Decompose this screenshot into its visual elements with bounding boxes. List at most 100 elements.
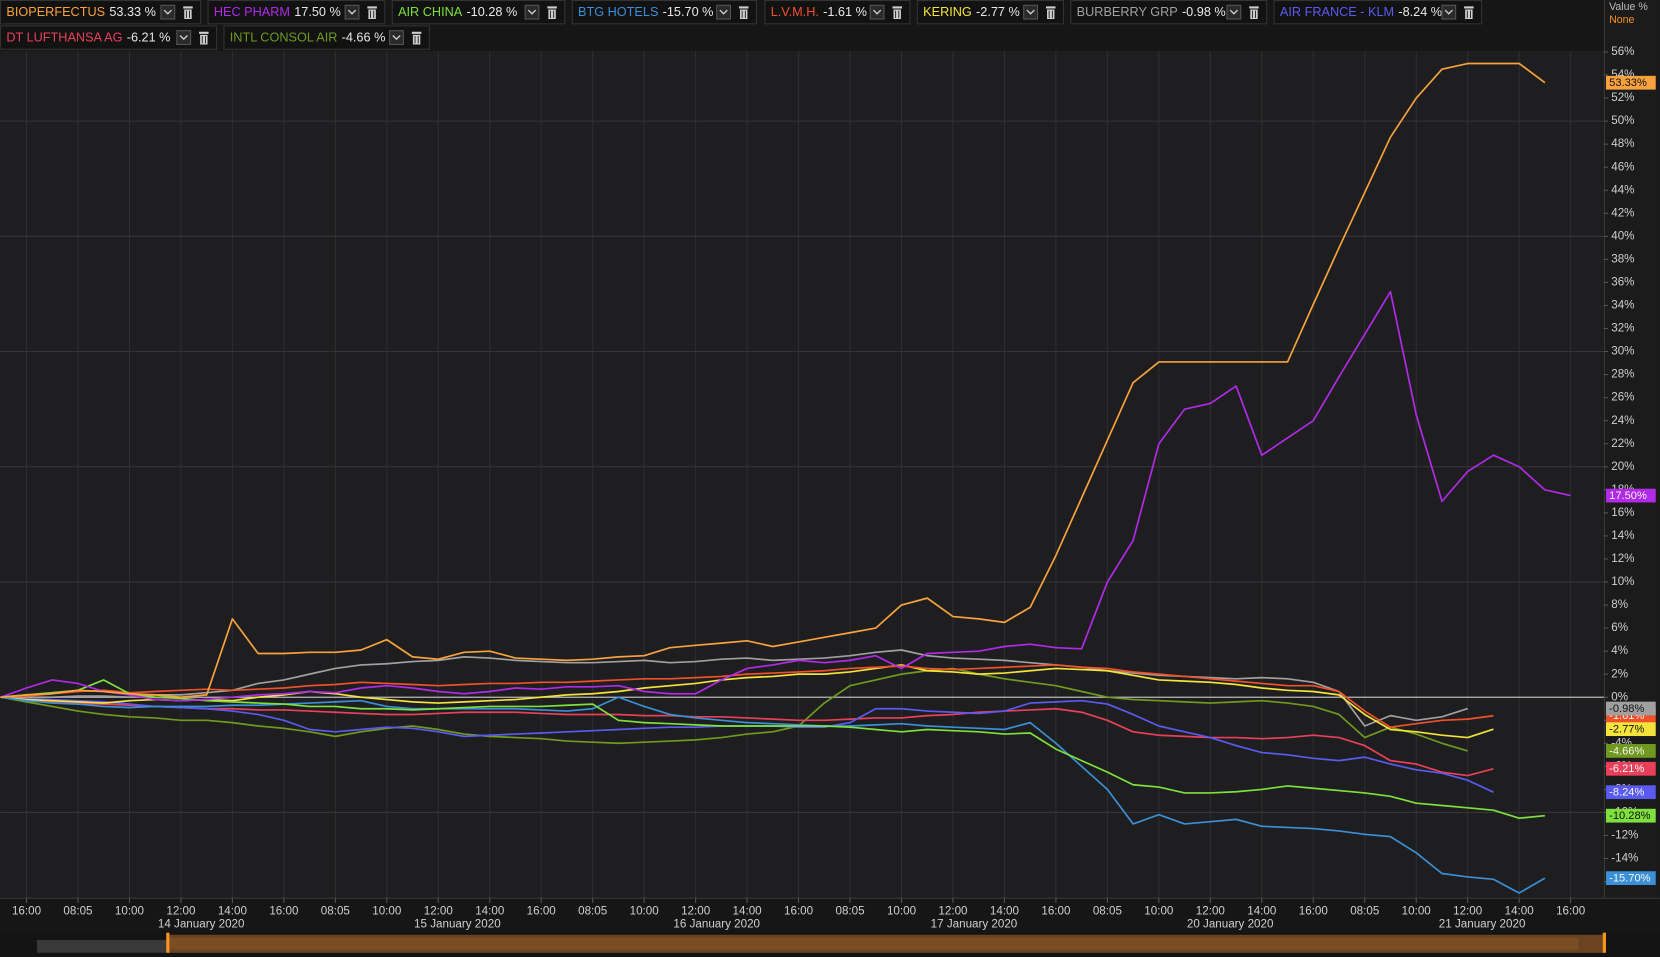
legend: BIOPERFECTUS 53.33 % HEC PHARM 17.50 % AIR C… [0,0,1483,50]
delete-icon[interactable] [1249,6,1259,20]
delete-icon-lines [1466,10,1471,18]
dropdown-button[interactable] [524,4,540,20]
scrollbar-thumb-inner [167,937,1579,950]
dropdown-button[interactable] [1441,4,1457,20]
series-line [0,290,1571,702]
x-tick-label: 10:00 [887,905,917,918]
delete-icon[interactable] [1464,6,1474,20]
series-line [0,62,1546,699]
delete-icon[interactable] [367,6,377,20]
legend-value: -10.28 % [466,5,517,19]
y-tick-label: 10% [1611,575,1634,588]
x-tick-label: 08:05 [1350,905,1379,918]
dropdown-button[interactable] [716,4,732,20]
delete-icon-lines [550,10,555,18]
x-tick-label: 16:00 [1299,905,1329,918]
y-tick-label: 0% [1611,690,1628,703]
y-tick-label: 32% [1611,322,1634,335]
x-tick-label: 16:00 [269,905,299,918]
dropdown-button[interactable] [869,4,885,20]
legend-name: KERING [923,5,972,19]
legend-name: AIR FRANCE - KLM [1280,5,1394,19]
legend-item[interactable]: BIOPERFECTUS 53.33 % [0,0,202,25]
legend-value: -4.66 % [342,30,386,44]
x-tick-label: 16:00 [1556,905,1586,918]
date-label: 16 January 2020 [673,917,760,930]
legend-value: -6.21 % [127,30,171,44]
dropdown-chevron [347,9,357,15]
delete-icon[interactable] [547,6,557,20]
y-tick-label: 46% [1611,160,1634,173]
x-tick-label: 10:00 [1402,905,1432,918]
legend-value: -1.61 % [823,5,867,19]
dropdown-button[interactable] [1226,4,1242,20]
legend-item[interactable]: INTL CONSOL AIR -4.66 % [223,25,430,50]
delete-icon[interactable] [199,31,209,45]
scrollbar-handle[interactable] [1602,932,1606,953]
legend-value: 53.33 % [109,5,156,19]
end-label-box [1605,75,1656,90]
x-tick-label: 10:00 [372,905,402,918]
x-tick-label: 16:00 [12,905,42,918]
end-label-box [1605,785,1656,800]
series-line [0,667,1468,752]
legend-item[interactable]: BURBERRY GRP -0.98 % [1070,0,1268,25]
y-tick-label: 2% [1611,667,1628,680]
y-tick-label: 42% [1611,206,1634,219]
series-line [0,679,1545,820]
legend-box [1070,0,1268,25]
legend-item[interactable]: KERING -2.77 % [916,0,1064,25]
end-label: -4.66% [1609,745,1644,757]
dropdown-button[interactable] [160,4,176,20]
delete-icon[interactable] [738,6,749,20]
dropdown-button[interactable] [176,30,192,45]
x-tick-label: 08:05 [835,905,864,918]
legend-item[interactable]: AIR FRANCE - KLM -8.24 % [1273,0,1483,25]
end-label-box [1605,871,1656,886]
dropdown-chevron [527,9,537,15]
scrollbar-handle[interactable] [166,932,170,953]
mode-label[interactable]: None [1609,14,1634,26]
dropdown-button[interactable] [1023,4,1039,20]
x-tick-label: 12:00 [681,905,711,918]
x-tick-label: 10:00 [630,905,660,918]
dropdown-chevron [872,9,882,15]
end-label: 17.50% [1609,490,1647,502]
dropdown-button[interactable] [344,4,360,20]
legend-value: -2.77 % [976,5,1020,19]
y-tick-label: 20% [1611,460,1634,473]
delete-icon[interactable] [411,31,422,45]
x-tick-label: 10:00 [1144,905,1174,918]
legend-name: BIOPERFECTUS [6,5,105,19]
end-label-box [1605,761,1656,776]
delete-icon-lines [201,35,206,44]
legend-item[interactable]: BTG HOTELS -15.70 % [571,0,757,25]
dropdown-chevron [719,9,728,15]
end-label-box [1605,701,1656,716]
delete-icon[interactable] [183,6,193,20]
y-tick-label: 4% [1611,644,1628,657]
plot-area [0,50,1604,898]
delete-icon[interactable] [892,6,902,20]
y-tick-label: 38% [1611,252,1634,265]
y-tick-label: 16% [1611,506,1634,519]
end-label: -15.70% [1609,873,1651,885]
y-tick-label: 26% [1611,391,1634,404]
legend-box [223,25,430,50]
series-line [0,664,1494,739]
legend-box [391,0,566,25]
legend-item[interactable]: AIR CHINA -10.28 % [391,0,566,25]
delete-icon[interactable] [1045,6,1056,20]
y-tick-label: 24% [1611,414,1634,427]
x-tick-label: 12:00 [1196,905,1226,918]
y-tick-label: 14% [1611,529,1634,542]
x-tick-label: 08:05 [321,905,350,918]
legend-item[interactable]: L.V.M.H. -1.61 % [764,0,911,25]
legend-item[interactable]: HEC PHARM 17.50 % [207,0,386,25]
x-tick-label: 14:00 [990,905,1020,918]
x-tick-label: 16:00 [1041,905,1071,918]
legend-item[interactable]: DT LUFTHANSA AG -6.21 % [0,25,218,50]
axis: 16:00 08:05 10:00 12:00 14:00 16:00 08:05 10:00… [12,45,1656,930]
dropdown-button[interactable] [389,30,404,45]
y-tick-label: 30% [1611,345,1634,358]
